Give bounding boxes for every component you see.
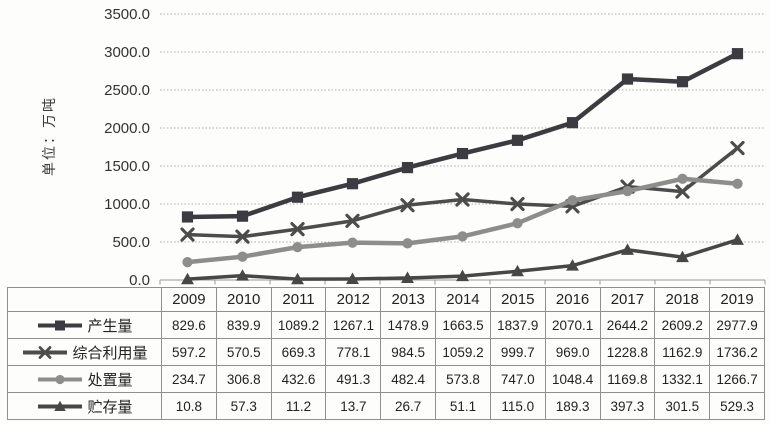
value-cell: 839.9 (215, 311, 272, 339)
value-cell: 529.3 (709, 392, 765, 420)
series-label: 贮存量 (87, 398, 133, 416)
value-cell: 747.0 (489, 365, 546, 393)
value-cell: 397.3 (599, 392, 656, 420)
value-cell: 2977.9 (709, 311, 765, 339)
year-header: 2019 (709, 287, 765, 312)
legend-cell: 综合利用量 (7, 338, 162, 366)
value-cell: 984.5 (380, 338, 437, 366)
series-circle (182, 173, 743, 268)
value-cell: 51.1 (435, 392, 491, 420)
value-cell: 234.7 (161, 365, 217, 393)
year-header: 2017 (599, 287, 656, 312)
y-tick-label: 500.0 (112, 234, 150, 251)
value-cell: 2609.2 (654, 311, 711, 339)
value-cell: 969.0 (544, 338, 601, 366)
value-cell: 491.3 (325, 365, 382, 393)
value-cell: 1162.9 (654, 338, 711, 366)
year-header-row: 2009 2010 2011 2012 2013 2014 2015 2016 2017 2018… (7, 287, 765, 312)
triangle-legend-icon (38, 400, 83, 411)
table-row: 综合利用量 597.2 570.5 669.3 778.1 984.5 1059.2 999.… (7, 338, 765, 366)
value-cell: 189.3 (544, 392, 601, 420)
value-cell: 482.4 (380, 365, 437, 393)
value-cell: 1837.9 (489, 311, 546, 339)
square-legend-icon (38, 320, 83, 330)
legend-cell: 处置量 (7, 365, 162, 393)
value-cell: 570.5 (215, 338, 272, 366)
year-header: 2010 (215, 287, 272, 312)
table-row: 贮存量 10.8 57.3 11.2 13.7 26.7 51.1 115.0 189.3 397… (7, 392, 765, 420)
value-cell: 597.2 (161, 338, 217, 366)
value-cell: 432.6 (270, 365, 327, 393)
y-tick-label: 2500.0 (104, 82, 150, 99)
value-cell: 1736.2 (709, 338, 765, 366)
value-cell: 10.8 (161, 392, 217, 420)
value-cell: 115.0 (489, 392, 546, 420)
value-cell: 13.7 (325, 392, 382, 420)
y-tick-labels: 0.0 500.0 1000.0 1500.0 2000.0 2500.0 3000.0 35… (104, 6, 150, 289)
value-cell: 1267.1 (325, 311, 382, 339)
legend-cell: 贮存量 (7, 392, 162, 420)
year-header: 2009 (161, 287, 217, 312)
value-cell: 1663.5 (435, 311, 491, 339)
legend-cell: 产生量 (7, 311, 162, 339)
x-legend-icon (23, 345, 68, 359)
y-tick-label: 1500.0 (104, 158, 150, 175)
year-header: 2013 (380, 287, 437, 312)
year-header: 2014 (435, 287, 491, 312)
value-cell: 26.7 (380, 392, 437, 420)
value-cell: 11.2 (270, 392, 327, 420)
series-label: 产生量 (87, 317, 133, 335)
value-cell: 1169.8 (599, 365, 656, 393)
value-cell: 306.8 (215, 365, 272, 393)
table-row: 产生量 829.6 839.9 1089.2 1267.1 1478.9 1663.5 183… (7, 311, 765, 339)
year-header: 2011 (270, 287, 327, 312)
value-cell: 1478.9 (380, 311, 437, 339)
y-tick-label: 3000.0 (104, 44, 150, 61)
value-cell: 301.5 (654, 392, 711, 420)
value-cell: 999.7 (489, 338, 546, 366)
value-cell: 2070.1 (544, 311, 601, 339)
value-cell: 2644.2 (599, 311, 656, 339)
value-cell: 573.8 (435, 365, 491, 393)
y-tick-label: 0.0 (129, 272, 150, 289)
y-tick-label: 3500.0 (104, 6, 150, 23)
year-header: 2016 (544, 287, 601, 312)
series-square (181, 48, 744, 223)
series-label: 综合利用量 (72, 344, 148, 362)
circle-legend-icon (38, 374, 83, 384)
value-cell: 1048.4 (544, 365, 601, 393)
year-header: 2015 (489, 287, 546, 312)
value-cell: 1228.8 (599, 338, 656, 366)
table-row: 处置量 234.7 306.8 432.6 491.3 482.4 573.8 747.0 10… (7, 365, 765, 393)
value-cell: 1059.2 (435, 338, 491, 366)
value-cell: 1266.7 (709, 365, 765, 393)
gridlines (160, 13, 765, 281)
y-tick-label: 2000.0 (104, 120, 150, 137)
value-cell: 669.3 (270, 338, 327, 366)
corner-cell (7, 287, 162, 312)
year-header: 2012 (325, 287, 382, 312)
y-tick-label: 1000.0 (104, 196, 150, 213)
series-label: 处置量 (87, 371, 133, 389)
year-header: 2018 (654, 287, 711, 312)
chart-data-table: 2009 2010 2011 2012 2013 2014 2015 2016 2017 2018… (7, 287, 765, 420)
value-cell: 57.3 (215, 392, 272, 420)
line-chart: 0.0 500.0 1000.0 1500.0 2000.0 2500.0 3000.0 35… (104, 6, 766, 289)
series-triangle (181, 233, 744, 285)
value-cell: 778.1 (325, 338, 382, 366)
value-cell: 1332.1 (654, 365, 711, 393)
value-cell: 829.6 (161, 311, 217, 339)
value-cell: 1089.2 (270, 311, 327, 339)
